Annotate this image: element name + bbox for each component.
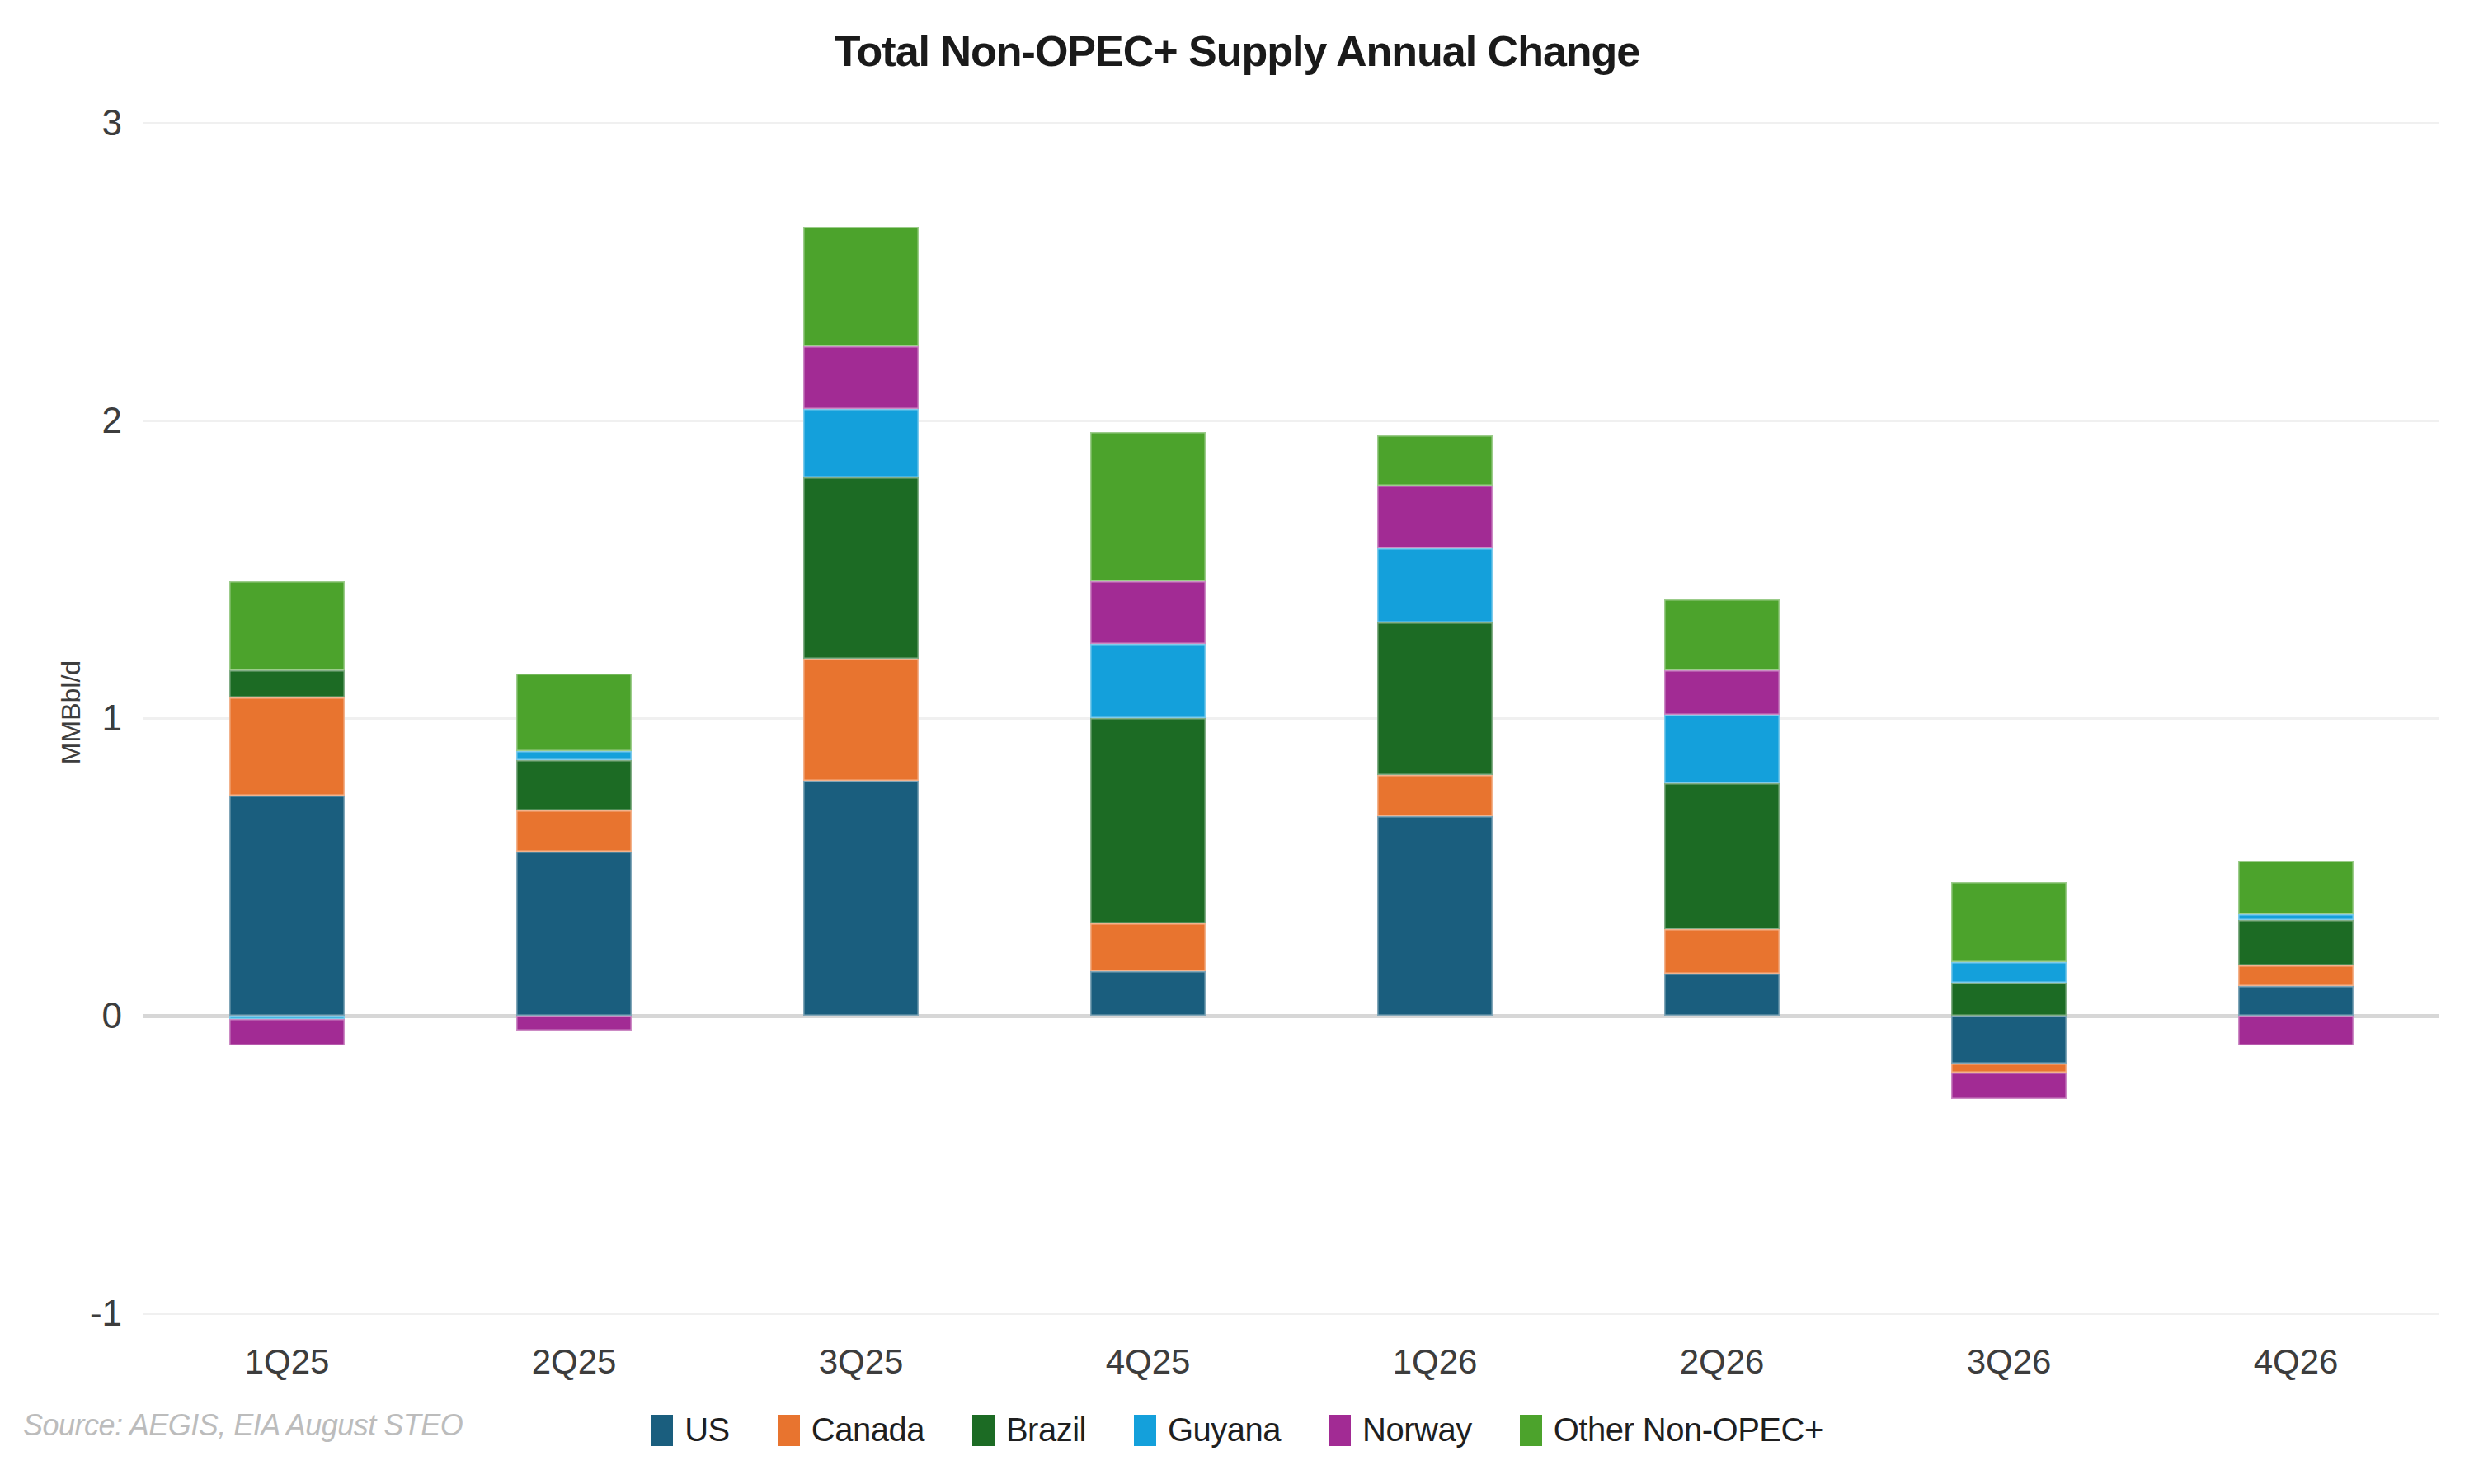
legend-item-other-non-opec-: Other Non-OPEC+	[1520, 1411, 1823, 1449]
bar-segment-other-non-opec--2q26	[1664, 599, 1780, 671]
bar-segment-guyana-3q25	[803, 409, 919, 477]
bar-segment-us-1q25	[229, 796, 345, 1016]
bar-segment-canada-1q25	[229, 697, 345, 796]
bar-segment-us-4q26	[2238, 986, 2354, 1016]
legend-label: Norway	[1362, 1411, 1472, 1449]
legend-swatch-icon	[1329, 1415, 1351, 1446]
bar-segment-guyana-1q26	[1377, 548, 1493, 622]
bar-segment-brazil-1q25	[229, 670, 345, 697]
source-note: Source: AEGIS, EIA August STEO	[23, 1408, 463, 1443]
legend-item-us: US	[651, 1411, 730, 1449]
bar-segment-guyana-2q26	[1664, 715, 1780, 783]
y-tick-label: 3	[0, 98, 122, 148]
x-tick-label: 3Q25	[770, 1342, 952, 1382]
bar-segment-canada-3q26	[1951, 1064, 2067, 1073]
gridline	[143, 420, 2439, 422]
x-tick-label: 2Q25	[483, 1342, 665, 1382]
bar-segment-us-2q25	[516, 852, 632, 1016]
legend-label: US	[684, 1411, 730, 1449]
bar-segment-brazil-1q26	[1377, 622, 1493, 774]
x-tick-label: 1Q26	[1344, 1342, 1526, 1382]
legend-item-norway: Norway	[1329, 1411, 1472, 1449]
bar-segment-norway-2q26	[1664, 670, 1780, 715]
bar-segment-other-non-opec--4q26	[2238, 861, 2354, 914]
bar-segment-norway-1q26	[1377, 486, 1493, 548]
zero-gridline	[143, 1014, 2439, 1018]
bar-segment-brazil-3q26	[1951, 983, 2067, 1016]
bar-segment-canada-1q26	[1377, 775, 1493, 817]
legend-swatch-icon	[778, 1415, 800, 1446]
legend-label: Guyana	[1168, 1411, 1281, 1449]
bar-segment-norway-1q25	[229, 1019, 345, 1045]
bar-segment-brazil-3q25	[803, 477, 919, 659]
legend-item-brazil: Brazil	[972, 1411, 1086, 1449]
bar-segment-canada-3q25	[803, 659, 919, 781]
bar-segment-other-non-opec--1q25	[229, 581, 345, 670]
bar-segment-canada-4q25	[1090, 923, 1206, 971]
legend-swatch-icon	[972, 1415, 995, 1446]
legend-swatch-icon	[1520, 1415, 1542, 1446]
y-tick-label: -1	[0, 1289, 122, 1338]
chart-root: Total Non-OPEC+ Supply Annual Change MMB…	[0, 0, 2474, 1484]
plot-area: 3 2 1 0 -1 1Q25 2Q25 3Q25 4Q25 1Q26 2Q26 3Q26 4Q26	[0, 0, 2474, 1484]
bar-segment-norway-4q26	[2238, 1016, 2354, 1045]
gridline	[143, 122, 2439, 124]
bar-segment-other-non-opec--2q25	[516, 674, 632, 751]
bar-segment-other-non-opec--3q26	[1951, 882, 2067, 962]
gridline	[143, 717, 2439, 720]
bar-segment-guyana-2q25	[516, 751, 632, 760]
bar-segment-norway-3q26	[1951, 1073, 2067, 1099]
bar-segment-norway-3q25	[803, 346, 919, 409]
legend-label: Other Non-OPEC+	[1554, 1411, 1823, 1449]
bar-segment-us-4q25	[1090, 971, 1206, 1016]
x-tick-label: 3Q26	[1918, 1342, 2100, 1382]
bar-segment-us-2q26	[1664, 974, 1780, 1016]
x-tick-label: 4Q26	[2205, 1342, 2387, 1382]
legend-label: Brazil	[1006, 1411, 1086, 1449]
bar-segment-guyana-4q25	[1090, 644, 1206, 718]
bar-segment-canada-2q25	[516, 810, 632, 852]
legend-swatch-icon	[1134, 1415, 1156, 1446]
legend-item-canada: Canada	[778, 1411, 924, 1449]
bar-segment-brazil-4q25	[1090, 718, 1206, 923]
legend-item-guyana: Guyana	[1134, 1411, 1281, 1449]
bar-segment-guyana-4q26	[2238, 914, 2354, 920]
x-tick-label: 4Q25	[1057, 1342, 1239, 1382]
bar-segment-canada-2q26	[1664, 929, 1780, 974]
bar-segment-other-non-opec--3q25	[803, 227, 919, 345]
bar-segment-norway-2q25	[516, 1016, 632, 1031]
bar-segment-other-non-opec--4q25	[1090, 432, 1206, 581]
bar-segment-us-1q26	[1377, 816, 1493, 1016]
bar-segment-brazil-2q26	[1664, 783, 1780, 929]
y-tick-label: 0	[0, 991, 122, 1040]
bar-segment-brazil-2q25	[516, 760, 632, 810]
legend-swatch-icon	[651, 1415, 673, 1446]
bar-segment-guyana-3q26	[1951, 962, 2067, 983]
x-tick-label: 1Q25	[196, 1342, 378, 1382]
bar-segment-canada-4q26	[2238, 965, 2354, 986]
x-tick-label: 2Q26	[1631, 1342, 1813, 1382]
legend-label: Canada	[811, 1411, 924, 1449]
bar-segment-us-3q26	[1951, 1016, 2067, 1064]
y-tick-label: 1	[0, 693, 122, 743]
y-tick-label: 2	[0, 396, 122, 445]
bar-segment-us-3q25	[803, 781, 919, 1016]
gridline	[143, 1313, 2439, 1315]
bar-segment-other-non-opec--1q26	[1377, 435, 1493, 486]
bar-segment-norway-4q25	[1090, 581, 1206, 644]
bar-segment-brazil-4q26	[2238, 920, 2354, 965]
